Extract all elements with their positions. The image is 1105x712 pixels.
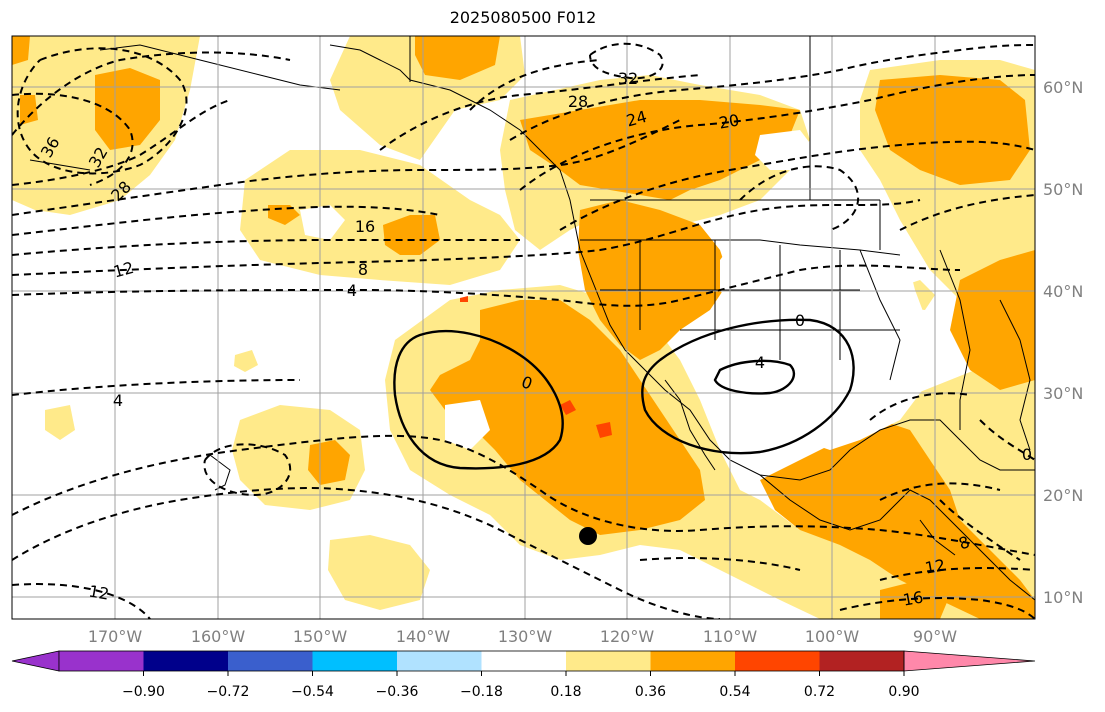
contours-dashed — [12, 42, 1035, 619]
map-border — [11, 35, 1036, 620]
lon-label-110: 110°W — [703, 627, 758, 646]
colorbar-label-8: 0.54 — [719, 684, 750, 700]
contour-label-4: 12 — [111, 258, 136, 282]
colorbar-segment-2 — [143, 651, 228, 671]
contour-label-9: 28 — [568, 92, 588, 111]
contour-label-18: 12 — [923, 555, 946, 577]
map-title: 2025080500 F012 — [449, 8, 597, 27]
lat-label-40: 40°N — [1043, 282, 1083, 301]
contour-label-8: 32 — [618, 69, 638, 88]
colorbar-label-6: 0.18 — [550, 684, 581, 700]
colorbar-label-7: 0.36 — [635, 684, 666, 700]
contour-label-7: 4 — [347, 281, 357, 300]
colorbar: −0.90 −0.72 −0.54 −0.36 −0.18 0.18 0.36 … — [11, 650, 1036, 700]
colorbar-label-4: −0.36 — [376, 684, 419, 700]
contour-label-15: 4 — [755, 353, 765, 372]
colorbar-segment-9 — [735, 651, 820, 671]
colorbar-label-10: 0.90 — [888, 684, 919, 700]
colorbar-label-2: −0.72 — [207, 684, 250, 700]
longitude-labels: 170°W 160°W 150°W 140°W 130°W 120°W 110°… — [88, 627, 957, 646]
colorbar-label-5: −0.18 — [460, 684, 503, 700]
lat-label-20: 20°N — [1043, 486, 1083, 505]
lon-label-90: 90°W — [913, 627, 957, 646]
colorbar-segment-8 — [650, 651, 735, 671]
contour-label-16: 12 — [87, 581, 110, 603]
contour-label-6: 8 — [358, 260, 368, 279]
contour-label-10: 24 — [624, 107, 649, 131]
contours-solid — [393, 318, 855, 470]
contour-label-13: 4 — [113, 391, 123, 410]
latitude-labels: 60°N 50°N 40°N 30°N 20°N 10°N — [1043, 78, 1083, 607]
colorbar-label-9: 0.72 — [804, 684, 835, 700]
lat-label-10: 10°N — [1043, 588, 1083, 607]
lon-label-170: 170°W — [88, 627, 143, 646]
lon-label-100: 100°W — [805, 627, 860, 646]
colorbar-segment-6 — [481, 651, 566, 671]
lon-label-160: 160°W — [191, 627, 246, 646]
colorbar-segment-5 — [397, 651, 482, 671]
location-marker — [579, 527, 597, 545]
colorbar-label-1: −0.90 — [122, 684, 165, 700]
lon-label-150: 150°W — [293, 627, 348, 646]
contour-label-14: 0 — [795, 311, 805, 330]
colorbar-label-3: −0.54 — [291, 684, 334, 700]
contour-label-20: 0 — [1022, 445, 1032, 464]
contour-label-5: 16 — [355, 217, 375, 236]
colorbar-segment-4 — [312, 651, 397, 671]
lat-label-30: 30°N — [1043, 384, 1083, 403]
lat-label-50: 50°N — [1043, 180, 1083, 199]
lat-label-60: 60°N — [1043, 78, 1083, 97]
colorbar-segment-7 — [566, 651, 651, 671]
shading-red — [460, 296, 612, 438]
contour-label-11: 20 — [717, 110, 740, 132]
contour-label-19: 16 — [901, 587, 924, 609]
colorbar-extend-max — [903, 650, 1036, 672]
lon-label-140: 140°W — [396, 627, 451, 646]
lon-label-120: 120°W — [600, 627, 655, 646]
lon-label-130: 130°W — [498, 627, 553, 646]
colorbar-segment-1 — [59, 651, 144, 671]
colorbar-extend-min — [11, 650, 60, 672]
map-panel: 36 32 28 12 16 8 4 32 28 24 20 0 4 0 4 1… — [12, 36, 1035, 619]
colorbar-segment-3 — [228, 651, 313, 671]
colorbar-segment-10 — [819, 651, 904, 671]
